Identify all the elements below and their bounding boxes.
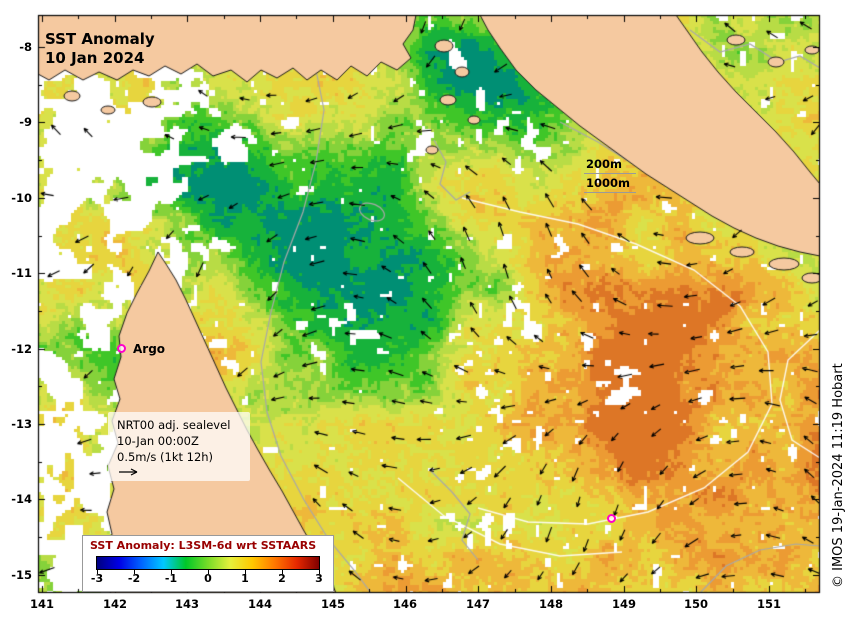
x-axis-tick-label: 146 bbox=[392, 597, 418, 611]
map-title: SST Anomaly 10 Jan 2024 bbox=[45, 30, 155, 68]
sealevel-legend-line2: 10-Jan 00:00Z bbox=[117, 434, 199, 448]
colorbar-tick-label: 2 bbox=[278, 572, 286, 585]
depth-200m-contour-sample bbox=[584, 173, 636, 174]
x-axis-tick-label: 149 bbox=[611, 597, 637, 611]
current-scale-arrow bbox=[119, 468, 138, 476]
colorbar-tickmark bbox=[171, 570, 172, 574]
depth-1000m-contour-sample bbox=[584, 192, 636, 193]
float-marker-2 bbox=[607, 514, 616, 523]
x-axis-tick-label: 147 bbox=[465, 597, 491, 611]
colorbar-tickmark bbox=[245, 570, 246, 574]
argo-label: Argo bbox=[133, 342, 166, 356]
x-axis-tick-label: 148 bbox=[538, 597, 564, 611]
sealevel-legend-line3: 0.5m/s (1kt 12h) bbox=[117, 450, 214, 464]
colorbar-tick-label: -1 bbox=[164, 572, 178, 585]
x-axis-tick-label: 142 bbox=[102, 597, 128, 611]
sealevel-legend: NRT00 adj. sealevel 10-Jan 00:00Z 0.5m/s… bbox=[108, 412, 250, 481]
colorbar-legend: SST Anomaly: L3SM-6d wrt SSTAARS -3 -2 -… bbox=[82, 535, 334, 592]
x-axis-tick-label: 144 bbox=[247, 597, 273, 611]
y-axis-tick-label: -8 bbox=[19, 40, 32, 54]
y-axis-tick-label: -15 bbox=[11, 568, 32, 582]
y-axis-tick-label: -12 bbox=[11, 342, 32, 356]
y-axis-tick-label: -13 bbox=[11, 417, 32, 431]
colorbar-gradient bbox=[96, 556, 320, 570]
colorbar-tickmark bbox=[97, 570, 98, 574]
colorbar-tick-label: -3 bbox=[90, 572, 104, 585]
y-axis-tick-label: -14 bbox=[11, 492, 32, 506]
x-axis-tick-label: 143 bbox=[174, 597, 200, 611]
colorbar-tick-label: 3 bbox=[315, 572, 323, 585]
colorbar-tick-label: 1 bbox=[241, 572, 249, 585]
argo-float-marker bbox=[117, 344, 126, 353]
x-axis-tick-label: 150 bbox=[683, 597, 709, 611]
y-axis-tick-label: -10 bbox=[11, 191, 32, 205]
x-axis-tick-label: 145 bbox=[320, 597, 346, 611]
colorbar-tickmark bbox=[134, 570, 135, 574]
sealevel-legend-line1: NRT00 adj. sealevel bbox=[117, 418, 231, 432]
colorbar-tickmark bbox=[282, 570, 283, 574]
colorbar-title: SST Anomaly: L3SM-6d wrt SSTAARS bbox=[90, 539, 317, 552]
credit-text: © IMOS 19-Jan-2024 11:19 Hobart bbox=[831, 363, 846, 588]
y-axis-tick-label: -11 bbox=[11, 266, 32, 280]
colorbar-tick-label: 0 bbox=[204, 572, 212, 585]
y-axis-tick-label: -9 bbox=[19, 115, 32, 129]
colorbar-tickmark bbox=[208, 570, 209, 574]
depth-200m-label: 200m bbox=[586, 157, 622, 171]
map-title-line1: SST Anomaly bbox=[45, 30, 155, 48]
colorbar-tickmark bbox=[319, 570, 320, 574]
x-axis-tick-label: 141 bbox=[29, 597, 55, 611]
map-date: 10 Jan 2024 bbox=[45, 49, 145, 67]
x-axis-tick-label: 151 bbox=[756, 597, 782, 611]
colorbar-tick-label: -2 bbox=[127, 572, 141, 585]
depth-1000m-label: 1000m bbox=[586, 176, 630, 190]
